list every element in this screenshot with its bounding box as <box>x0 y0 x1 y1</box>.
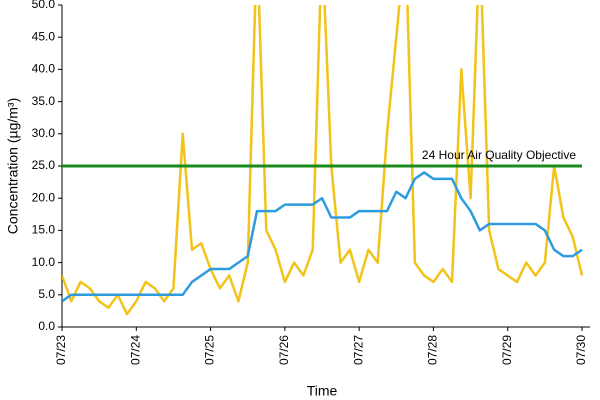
objective-label: 24 Hour Air Quality Objective <box>422 148 576 162</box>
y-tick-label: 45.0 <box>32 29 56 43</box>
series-line <box>62 5 584 316</box>
y-axis-label: Concentration (µg/m³) <box>5 98 21 234</box>
y-tick-label: 5.0 <box>38 287 55 301</box>
x-tick-label: 07/29 <box>500 335 514 365</box>
y-tick-label: 10.0 <box>32 255 56 269</box>
x-tick-label: 07/30 <box>574 335 588 365</box>
series-line <box>62 171 583 303</box>
y-tick-label: 35.0 <box>32 94 56 108</box>
x-tick-label: 07/23 <box>54 335 68 365</box>
x-tick-label: 07/27 <box>351 335 365 365</box>
y-tick-label: 15.0 <box>32 223 56 237</box>
y-tick-label: 50.0 <box>32 0 56 11</box>
x-axis-label: Time <box>307 383 338 399</box>
y-tick-label: 30.0 <box>32 126 56 140</box>
y-tick-label: 0.0 <box>38 319 55 333</box>
x-tick-label: 07/24 <box>128 335 142 365</box>
y-tick-label: 20.0 <box>32 190 56 204</box>
x-tick-label: 07/28 <box>426 335 440 365</box>
x-tick-label: 07/26 <box>277 335 291 365</box>
y-tick-label: 40.0 <box>32 62 56 76</box>
x-tick-label: 07/25 <box>203 335 217 365</box>
y-tick-label: 25.0 <box>32 158 56 172</box>
